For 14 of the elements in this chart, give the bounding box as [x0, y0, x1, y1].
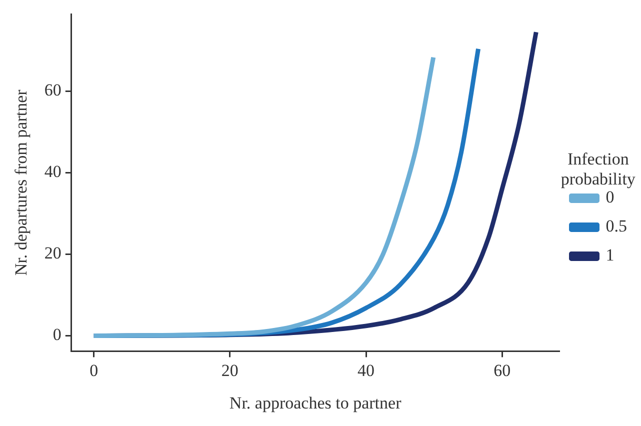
legend-label: 0 — [606, 188, 614, 207]
x-tick-label: 0 — [90, 360, 98, 380]
y-axis-title: Nr. departures from partner — [12, 89, 31, 276]
x-tick-label: 40 — [358, 360, 375, 380]
legend-label: 0.5 — [606, 216, 627, 236]
y-tick-label: 40 — [44, 162, 62, 182]
x-tick-label: 60 — [494, 360, 511, 380]
legend-title: Infection probability — [560, 149, 636, 189]
y-tick-label: 20 — [44, 244, 62, 263]
y-tick-label: 0 — [52, 325, 62, 344]
x-tick-label: 20 — [221, 360, 238, 380]
x-axis-title: Nr. approaches to partner — [229, 393, 402, 412]
y-tick-label: 60 — [44, 80, 62, 100]
legend-label: 1 — [606, 246, 614, 265]
